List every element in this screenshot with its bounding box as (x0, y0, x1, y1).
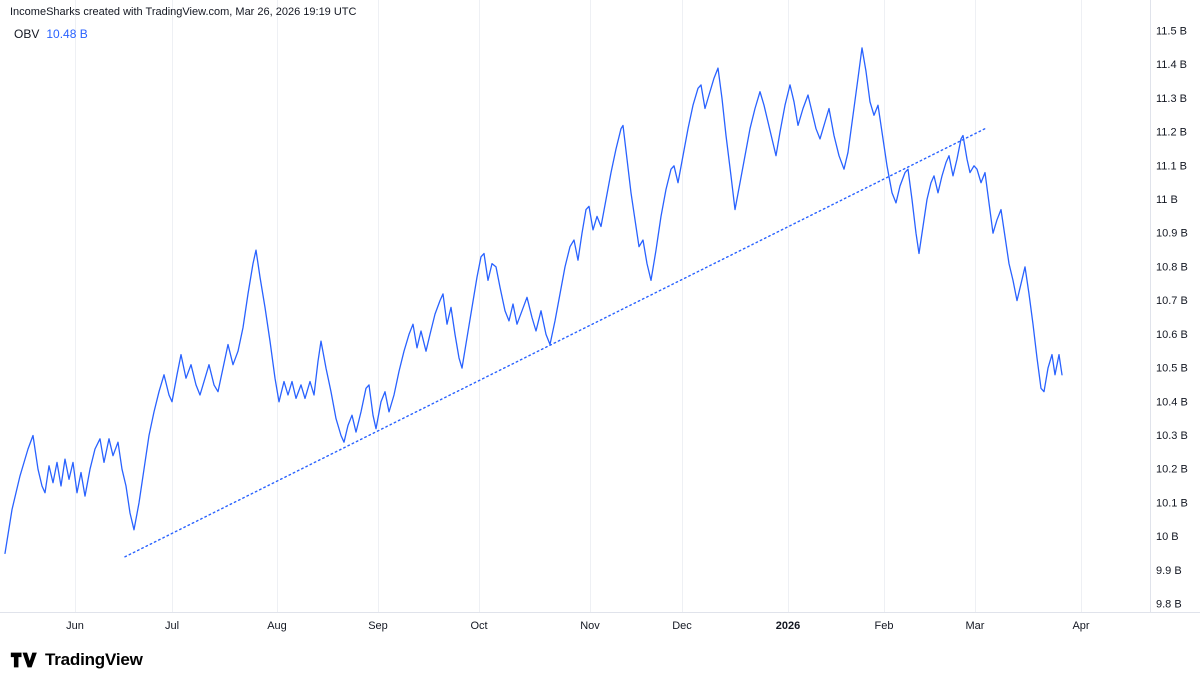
y-tick-label: 9.9 B (1156, 565, 1182, 577)
x-tick-label: Nov (580, 620, 600, 632)
y-tick-label: 10.9 B (1156, 228, 1188, 240)
y-tick-label: 11.3 B (1156, 93, 1187, 105)
tradingview-logo-icon (10, 652, 37, 668)
trendline[interactable] (124, 127, 986, 558)
x-tick-label: Mar (966, 620, 985, 632)
y-tick-label: 11 B (1156, 194, 1178, 206)
tradingview-wordmark: TradingView (45, 650, 143, 669)
y-tick-label: 10.2 B (1156, 464, 1188, 476)
y-tick-label: 10.8 B (1156, 261, 1188, 273)
indicator-value: 10.48 B (46, 27, 88, 41)
x-tick-label: Sep (368, 620, 388, 632)
y-tick-label: 10 B (1156, 531, 1179, 543)
x-tick-label: 2026 (776, 620, 800, 632)
y-tick-label: 11.5 B (1156, 26, 1187, 38)
x-tick-label: Aug (267, 620, 287, 632)
tradingview-branding[interactable]: TradingView (10, 648, 143, 672)
indicator-name: OBV (14, 27, 40, 41)
y-tick-label: 9.8 B (1156, 599, 1182, 611)
x-tick-label: Jul (165, 620, 179, 632)
y-tick-label: 11.4 B (1156, 59, 1187, 71)
x-tick-label: Feb (875, 620, 894, 632)
x-tick-label: Oct (470, 620, 487, 632)
obv-chart[interactable]: Jun Jul Aug Sep Oct Nov Dec 2026 Feb Mar Apr 11.5 B… (0, 0, 1200, 640)
indicator-legend[interactable]: OBV 10.48 B (14, 27, 88, 41)
y-tick-label: 11.1 B (1156, 160, 1187, 172)
x-tick-label: Jun (66, 620, 84, 632)
y-tick-label: 10.3 B (1156, 430, 1188, 442)
y-tick-label: 10.5 B (1156, 363, 1188, 375)
y-tick-label: 10.6 B (1156, 329, 1188, 341)
y-tick-label: 11.2 B (1156, 127, 1187, 139)
x-tick-label: Dec (672, 620, 692, 632)
obv-line (4, 47, 1063, 555)
y-tick-label: 10.1 B (1156, 497, 1188, 509)
y-tick-label: 10.7 B (1156, 295, 1188, 307)
attribution-text: IncomeSharks created with TradingView.co… (10, 6, 357, 18)
y-tick-label: 10.4 B (1156, 396, 1188, 408)
x-tick-label: Apr (1072, 620, 1089, 632)
